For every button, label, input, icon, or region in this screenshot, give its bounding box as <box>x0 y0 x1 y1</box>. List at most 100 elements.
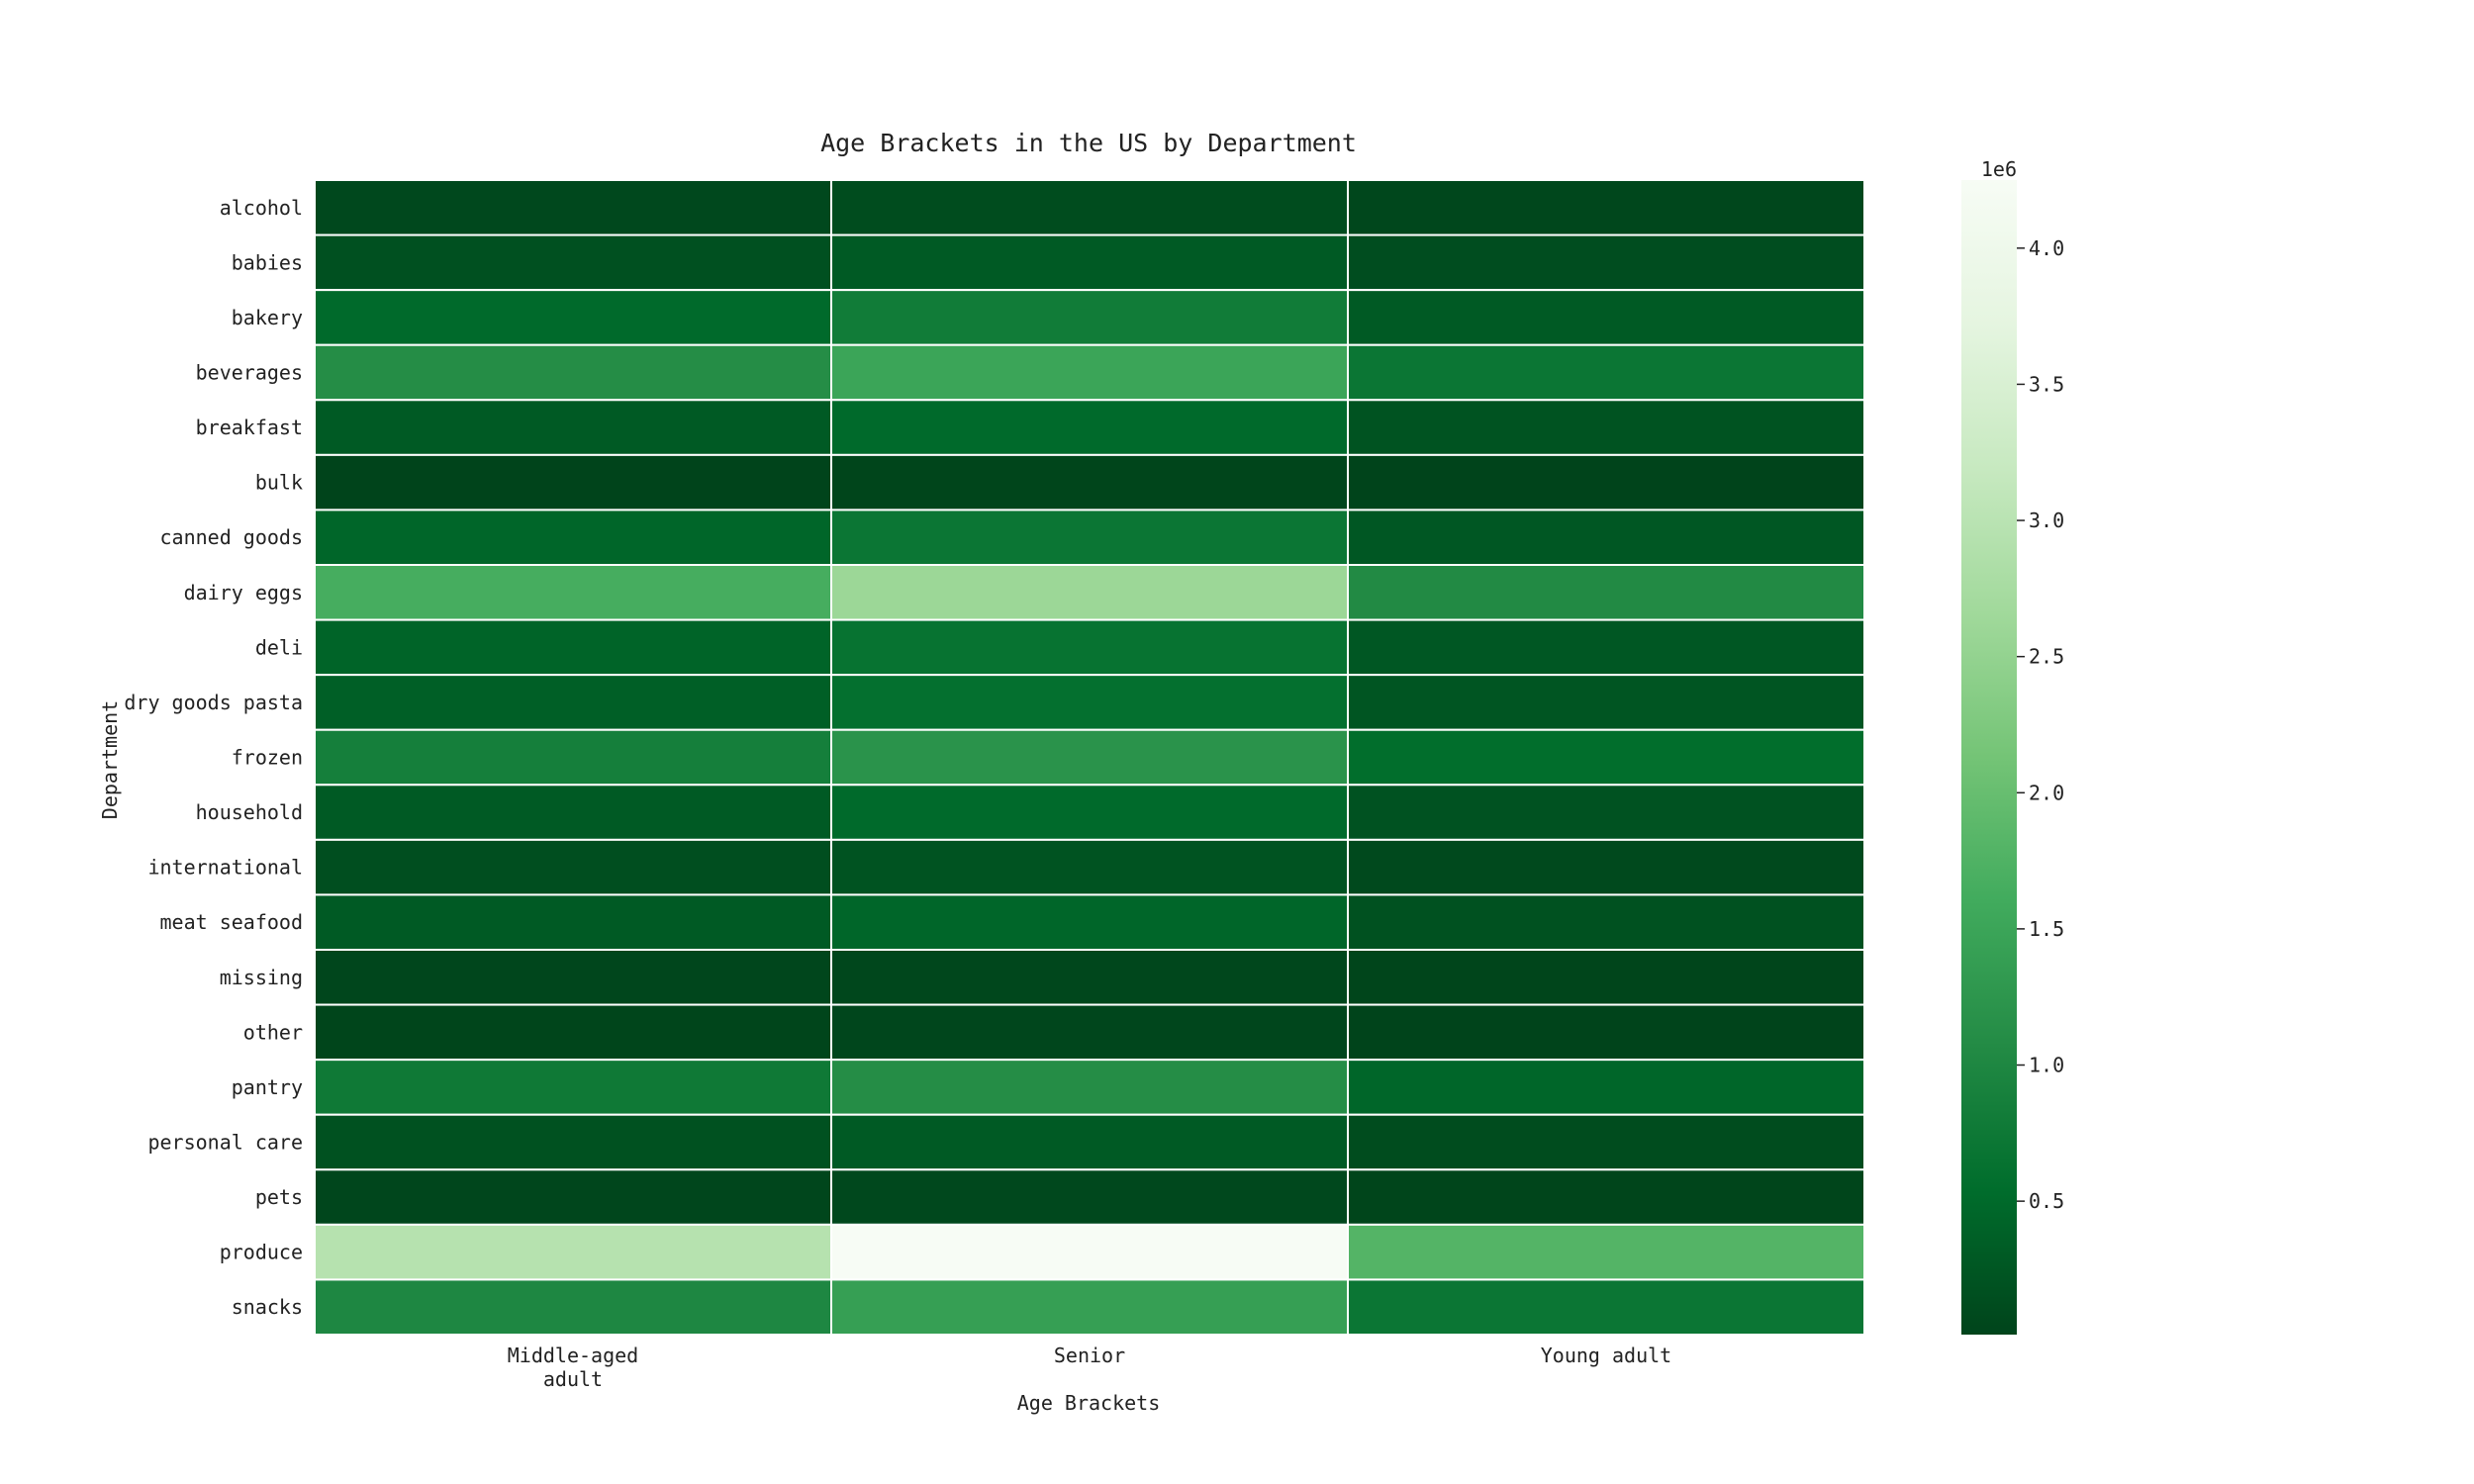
heatmap-cell-babies-senior <box>830 233 1349 292</box>
y-tick-label: alcohol <box>220 196 303 220</box>
heatmap-cell-meat-seafood-young-adult <box>1347 893 1865 952</box>
heatmap-cell-bulk-middle-aged-adult <box>314 453 832 511</box>
heatmap-cell-bakery-middle-aged-adult <box>314 289 832 346</box>
x-tick-label: Young adult <box>1541 1344 1671 1367</box>
heatmap-cell-dairy-eggs-middle-aged-adult <box>314 564 832 621</box>
heatmap-cell-bulk-young-adult <box>1347 453 1865 511</box>
y-tick-label: beverages <box>196 361 303 385</box>
y-tick-label: breakfast <box>196 416 303 439</box>
heatmap-cell-meat-seafood-middle-aged-adult <box>314 893 832 952</box>
heatmap-cell-international-senior <box>830 838 1349 896</box>
colorbar-tick-label: 4.0 <box>2029 236 2064 260</box>
colorbar-exponent-label: 1e6 <box>1981 157 2017 181</box>
chart-title: Age Brackets in the US by Department <box>820 129 1357 157</box>
y-tick-label: pets <box>255 1185 303 1209</box>
heatmap-cell-produce-middle-aged-adult <box>314 1223 832 1281</box>
heatmap-cell-bakery-young-adult <box>1347 289 1865 346</box>
heatmap-cell-personal-care-middle-aged-adult <box>314 1113 832 1171</box>
heatmap-cells <box>314 179 1865 1337</box>
heatmap-cell-dry-goods-pasta-senior <box>830 674 1349 731</box>
heatmap-cell-household-middle-aged-adult <box>314 784 832 841</box>
heatmap-cell-personal-care-senior <box>830 1113 1349 1171</box>
y-tick-label: meat seafood <box>160 910 304 934</box>
heatmap-cell-dairy-eggs-senior <box>830 564 1349 621</box>
heatmap-cell-breakfast-young-adult <box>1347 399 1865 456</box>
heatmap-cell-dry-goods-pasta-middle-aged-adult <box>314 674 832 731</box>
heatmap-cell-alcohol-young-adult <box>1347 179 1865 236</box>
y-tick-label: produce <box>220 1241 303 1264</box>
heatmap-cell-bulk-senior <box>830 453 1349 511</box>
heatmap-cell-meat-seafood-senior <box>830 893 1349 952</box>
y-tick-label: international <box>147 856 303 880</box>
heatmap-cell-canned-goods-senior <box>830 509 1349 567</box>
heatmap-cell-produce-senior <box>830 1223 1349 1281</box>
heatmap-cell-frozen-senior <box>830 728 1349 787</box>
colorbar-ticks: 0.5 1.0 1.5 2.0 2.5 3.0 3.5 4.0 <box>2017 236 2064 1213</box>
colorbar-tick-label: 3.5 <box>2029 372 2064 396</box>
heatmap-cell-snacks-senior <box>830 1278 1349 1337</box>
heatmap-cell-dairy-eggs-young-adult <box>1347 564 1865 621</box>
y-tick-label: bulk <box>255 471 303 495</box>
heatmap-cell-deli-young-adult <box>1347 618 1865 677</box>
heatmap-cell-missing-young-adult <box>1347 949 1865 1006</box>
heatmap-cell-babies-middle-aged-adult <box>314 233 832 292</box>
heatmap-cell-international-middle-aged-adult <box>314 838 832 896</box>
y-tick-label: dairy eggs <box>184 581 303 604</box>
heatmap-cell-pantry-senior <box>830 1059 1349 1116</box>
heatmap-cell-frozen-young-adult <box>1347 728 1865 787</box>
heatmap-cell-household-young-adult <box>1347 784 1865 841</box>
y-axis-tick-labels: alcohol babies bakery beverages breakfast bul… <box>124 196 303 1319</box>
heatmap-cell-other-middle-aged-adult <box>314 1003 832 1062</box>
heatmap-cell-canned-goods-middle-aged-adult <box>314 509 832 567</box>
y-tick-label: household <box>196 800 303 824</box>
heatmap-cell-pets-young-adult <box>1347 1168 1865 1226</box>
y-tick-label: babies <box>232 250 303 274</box>
y-tick-label: canned goods <box>160 525 304 549</box>
colorbar-tick-label: 2.0 <box>2029 781 2064 804</box>
y-tick-label: snacks <box>232 1295 303 1319</box>
heatmap-cell-beverages-middle-aged-adult <box>314 343 832 402</box>
heatmap-cell-dry-goods-pasta-young-adult <box>1347 674 1865 731</box>
y-tick-label: frozen <box>232 746 303 770</box>
colorbar-tick-label: 1.5 <box>2029 917 2064 941</box>
heatmap-cell-deli-middle-aged-adult <box>314 618 832 677</box>
heatmap-cell-personal-care-young-adult <box>1347 1113 1865 1171</box>
heatmap-cell-pets-middle-aged-adult <box>314 1168 832 1226</box>
heatmap-cell-babies-young-adult <box>1347 233 1865 292</box>
x-tick-label: Senior <box>1054 1344 1125 1367</box>
heatmap-cell-bakery-senior <box>830 289 1349 346</box>
heatmap-cell-breakfast-senior <box>830 399 1349 456</box>
heatmap-cell-household-senior <box>830 784 1349 841</box>
heatmap-cell-missing-senior <box>830 949 1349 1006</box>
x-tick-label: Middle-aged adult <box>508 1344 638 1391</box>
y-tick-label: pantry <box>232 1075 303 1099</box>
heatmap-cell-produce-young-adult <box>1347 1223 1865 1281</box>
heatmap-cell-snacks-young-adult <box>1347 1278 1865 1337</box>
colorbar: 1e6 0.5 1.0 1.5 2.0 2.5 3.0 3.5 4.0 <box>1961 157 2064 1335</box>
colorbar-gradient <box>1961 180 2017 1335</box>
y-tick-label: bakery <box>232 306 303 329</box>
heatmap-cell-other-senior <box>830 1003 1349 1062</box>
heatmap-cell-pets-senior <box>830 1168 1349 1226</box>
y-tick-label: missing <box>220 966 303 989</box>
heatmap-cell-alcohol-senior <box>830 179 1349 236</box>
y-tick-label: deli <box>255 635 303 659</box>
heatmap-cell-other-young-adult <box>1347 1003 1865 1062</box>
x-axis-tick-labels: Middle-aged adult Senior Young adult <box>508 1344 1671 1391</box>
heatmap-cell-pantry-young-adult <box>1347 1059 1865 1116</box>
heatmap-cell-breakfast-middle-aged-adult <box>314 399 832 456</box>
heatmap-cell-international-young-adult <box>1347 838 1865 896</box>
colorbar-tick-label: 0.5 <box>2029 1189 2064 1213</box>
heatmap-cell-deli-senior <box>830 618 1349 677</box>
heatmap-cell-beverages-young-adult <box>1347 343 1865 402</box>
colorbar-tick-label: 3.0 <box>2029 509 2064 532</box>
heatmap-cell-beverages-senior <box>830 343 1349 402</box>
y-axis-label: Department <box>98 700 122 819</box>
y-tick-label: personal care <box>147 1131 303 1155</box>
heatmap-cell-frozen-middle-aged-adult <box>314 728 832 787</box>
colorbar-tick-label: 1.0 <box>2029 1054 2064 1077</box>
heatmap-cell-pantry-middle-aged-adult <box>314 1059 832 1116</box>
y-tick-label: dry goods pasta <box>124 691 303 714</box>
heatmap-cell-missing-middle-aged-adult <box>314 949 832 1006</box>
